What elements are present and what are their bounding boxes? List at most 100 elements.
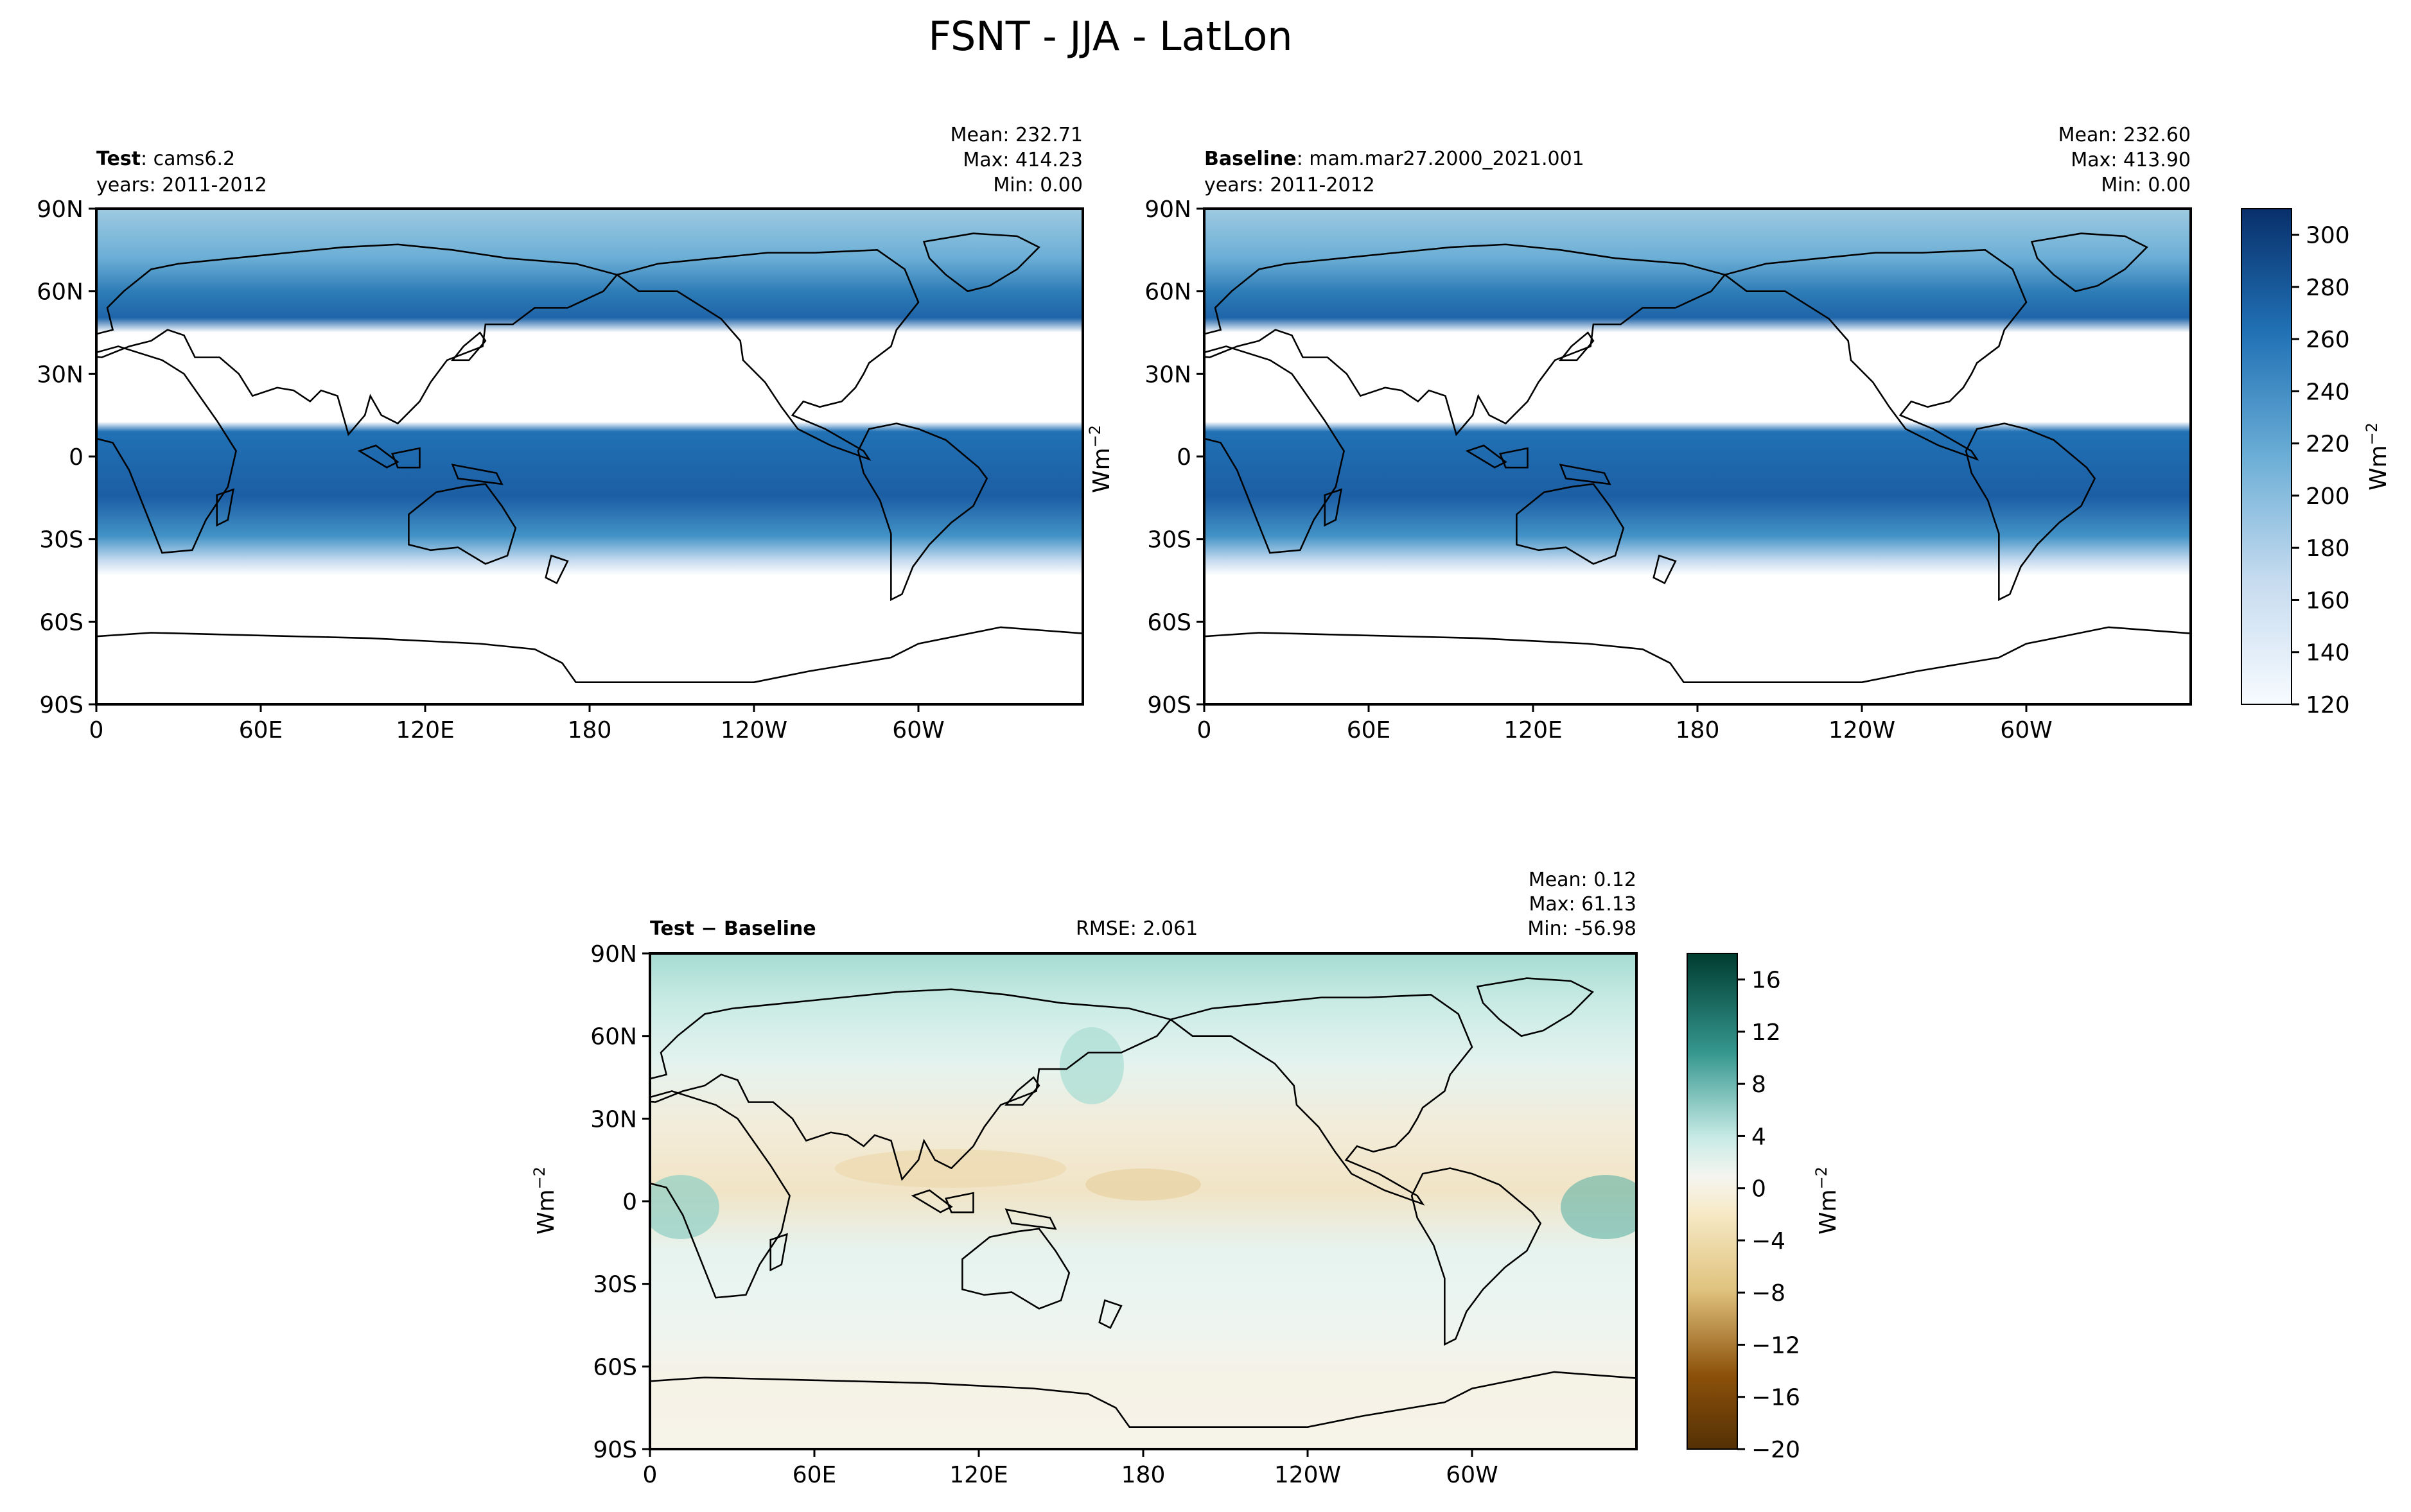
difference-max: Max: 61.13 bbox=[1529, 893, 1636, 916]
difference-ytick-label: 30N bbox=[590, 1106, 637, 1133]
test-ytick-label: 90S bbox=[39, 692, 83, 718]
difference-anomaly-patch bbox=[650, 1175, 719, 1239]
colorbar-main-tick-label: 260 bbox=[2306, 327, 2350, 353]
test-label-bold: Test bbox=[96, 148, 141, 170]
colorbar-diff-tick-label: −8 bbox=[1751, 1280, 1785, 1307]
test-ytick-label: 30S bbox=[39, 527, 83, 553]
figure-title: FSNT - JJA - LatLon bbox=[928, 13, 1292, 60]
test-label-rest: : cams6.2 bbox=[141, 148, 235, 170]
test-ytick-label: 60N bbox=[37, 279, 83, 306]
baseline-ytick-label: 60N bbox=[1144, 279, 1191, 306]
difference-xtick-label: 180 bbox=[1121, 1462, 1166, 1488]
colorbar-main-tick-label: 140 bbox=[2306, 640, 2350, 666]
difference-xtick-label: 120W bbox=[1274, 1462, 1341, 1488]
baseline-mean: Mean: 232.60 bbox=[2058, 124, 2191, 146]
baseline-ytick-label: 0 bbox=[1177, 444, 1191, 471]
test-xtick-label: 0 bbox=[89, 717, 104, 743]
panel-baseline: 0 60E 120E 180 120W 60W 90N 60N 30N 0 30S 60S 90S Ba… bbox=[1144, 124, 2192, 743]
colorbar-main-tick-label: 200 bbox=[2306, 483, 2350, 510]
colorbar-diff-unit: Wm−2 bbox=[1812, 1167, 1841, 1235]
baseline-max: Max: 413.90 bbox=[2071, 149, 2191, 171]
test-mean: Mean: 232.71 bbox=[951, 124, 1083, 146]
colorbar-main-tick-label: 220 bbox=[2306, 431, 2350, 458]
difference-anomaly-patch bbox=[1085, 1169, 1201, 1201]
difference-xtick-label: 0 bbox=[643, 1462, 658, 1488]
difference-min: Min: -56.98 bbox=[1527, 917, 1636, 940]
colorbar-main-tick-label: 120 bbox=[2306, 692, 2350, 718]
colorbar-main-tick-label: 160 bbox=[2306, 587, 2350, 614]
test-ytick-label: 0 bbox=[69, 444, 83, 471]
baseline-label-bold: Baseline bbox=[1204, 148, 1297, 170]
colorbar-diff-bar bbox=[1687, 953, 1738, 1450]
difference-xtick-label: 120E bbox=[949, 1462, 1008, 1488]
difference-ytick-label: 0 bbox=[622, 1189, 637, 1215]
difference-ytick-label: 90S bbox=[593, 1437, 637, 1463]
test-ytick-label: 90N bbox=[37, 196, 83, 223]
baseline-ytick-label: 90S bbox=[1147, 692, 1191, 718]
colorbar-diff-tick-label: 0 bbox=[1751, 1176, 1766, 1203]
side-unit-label: Wm−2 bbox=[1086, 425, 1115, 493]
test-ytick-label: 60S bbox=[39, 609, 83, 636]
colorbar-main-tick-label: 180 bbox=[2306, 535, 2350, 562]
test-field bbox=[96, 209, 1083, 704]
test-max: Max: 414.23 bbox=[963, 149, 1083, 171]
baseline-ytick-label: 60S bbox=[1147, 609, 1191, 636]
colorbar-diff-tick-label: −16 bbox=[1751, 1385, 1800, 1411]
colorbar-diff-tick-label: −12 bbox=[1751, 1332, 1800, 1359]
colorbar-main-ticks: 120 140 160 180 200 220 240 260 280 300 bbox=[2292, 223, 2350, 718]
test-xtick-label: 120W bbox=[721, 717, 787, 743]
panel-test: 0 60E 120E 180 120W 60W 90N 60N 30N 0 30S 60S 90S Te… bbox=[37, 124, 1084, 743]
colorbar-diff: −20 −16 −12 −8 −4 0 4 8 12 16 Wm−2 bbox=[1687, 953, 1841, 1463]
colorbar-main-unit: Wm−2 bbox=[2363, 422, 2392, 491]
colorbar-main: 120 140 160 180 200 220 240 260 280 300 Wm−2 bbox=[2241, 208, 2392, 718]
baseline-xtick-label: 120W bbox=[1828, 717, 1895, 743]
test-xtick-label: 60E bbox=[239, 717, 283, 743]
difference-xtick-label: 60W bbox=[1446, 1462, 1498, 1488]
test-ticks: 0 60E 120E 180 120W 60W 90N 60N 30N 0 30S 60S 90S bbox=[37, 196, 944, 743]
baseline-label: Baseline: mam.mar27.2000_2021.001 bbox=[1204, 148, 1584, 170]
difference-label: Test − Baseline bbox=[650, 917, 816, 940]
colorbar-main-tick-label: 280 bbox=[2306, 275, 2350, 301]
baseline-ytick-label: 30S bbox=[1147, 527, 1191, 553]
difference-anomaly-patch bbox=[1561, 1175, 1636, 1239]
baseline-xtick-label: 120E bbox=[1504, 717, 1562, 743]
baseline-ytick-label: 30N bbox=[1144, 361, 1191, 388]
difference-ticks: 0 60E 120E 180 120W 60W 90N 60N 30N 0 30S 60S 90S bbox=[590, 941, 1498, 1488]
colorbar-diff-tick-label: −4 bbox=[1751, 1228, 1785, 1255]
baseline-ytick-label: 90N bbox=[1144, 196, 1191, 223]
colorbar-diff-tick-label: 4 bbox=[1751, 1124, 1766, 1150]
difference-anomaly-patch bbox=[1060, 1027, 1124, 1104]
baseline-min: Min: 0.00 bbox=[2101, 174, 2191, 196]
difference-rmse: RMSE: 2.061 bbox=[1076, 917, 1198, 940]
difference-xtick-label: 60E bbox=[793, 1462, 837, 1488]
difference-ytick-label: 60S bbox=[593, 1354, 637, 1380]
baseline-ticks: 0 60E 120E 180 120W 60W 90N 60N 30N 0 30S 60S 90S bbox=[1144, 196, 2052, 743]
test-xtick-label: 60W bbox=[892, 717, 944, 743]
test-xtick-label: 180 bbox=[568, 717, 612, 743]
difference-ytick-label: 30S bbox=[593, 1272, 637, 1298]
difference-field bbox=[650, 953, 1636, 1449]
colorbar-diff-tick-label: 12 bbox=[1751, 1020, 1781, 1046]
baseline-xtick-label: 60W bbox=[2000, 717, 2052, 743]
test-xtick-label: 120E bbox=[396, 717, 454, 743]
baseline-xtick-label: 60E bbox=[1347, 717, 1391, 743]
colorbar-diff-tick-label: 16 bbox=[1751, 968, 1781, 994]
baseline-xtick-label: 0 bbox=[1197, 717, 1212, 743]
test-min: Min: 0.00 bbox=[993, 174, 1083, 196]
test-years: years: 2011-2012 bbox=[96, 174, 267, 196]
colorbar-diff-tick-label: 8 bbox=[1751, 1072, 1766, 1098]
colorbar-diff-ticks: −20 −16 −12 −8 −4 0 4 8 12 16 bbox=[1737, 968, 1800, 1463]
baseline-label-rest: : mam.mar27.2000_2021.001 bbox=[1297, 148, 1584, 170]
difference-mean: Mean: 0.12 bbox=[1529, 869, 1636, 891]
colorbar-main-bar bbox=[2241, 208, 2292, 705]
panel-difference: 0 60E 120E 180 120W 60W 90N 60N 30N 0 30S 60S 90S Te… bbox=[530, 869, 1638, 1488]
colorbar-diff-tick-label: −20 bbox=[1751, 1437, 1800, 1463]
colorbar-main-tick-label: 240 bbox=[2306, 379, 2350, 405]
baseline-xtick-label: 180 bbox=[1676, 717, 1720, 743]
difference-ytick-label: 90N bbox=[590, 941, 637, 968]
difference-unit-left: Wm−2 bbox=[530, 1167, 559, 1235]
test-label: Test: cams6.2 bbox=[96, 148, 235, 170]
colorbar-main-tick-label: 300 bbox=[2306, 223, 2350, 249]
test-ytick-label: 30N bbox=[37, 361, 83, 388]
